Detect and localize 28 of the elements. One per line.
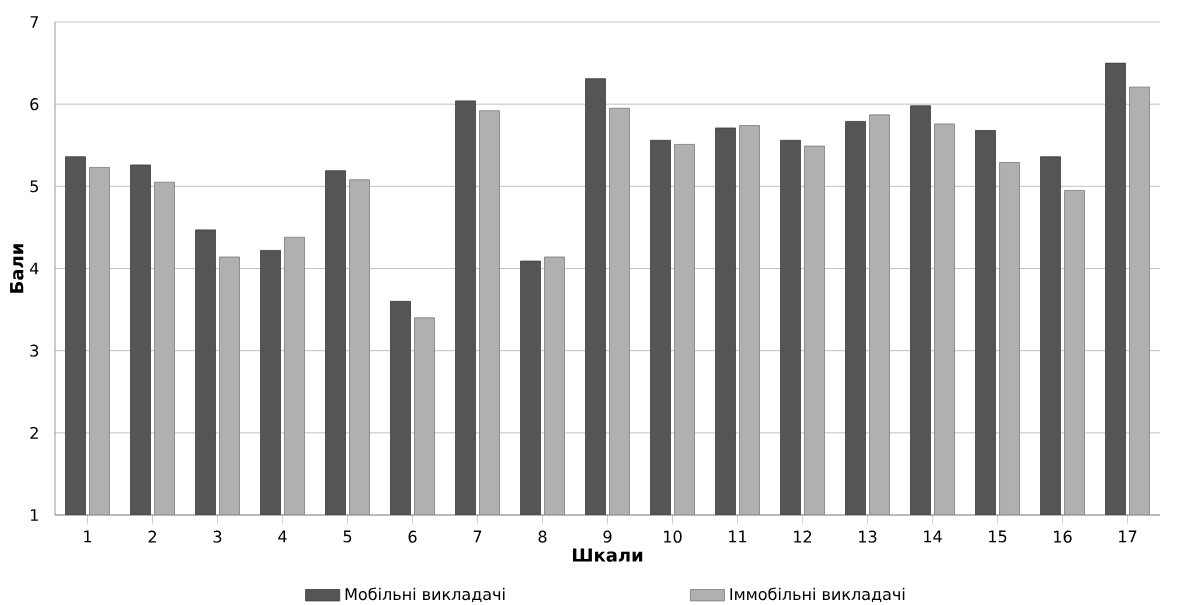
x-tick-label: 4 <box>278 530 287 543</box>
x-tick-label: 17 <box>1119 530 1137 543</box>
y-tick-label: 1 <box>30 509 38 521</box>
x-axis-title: Шкали <box>572 548 643 562</box>
x-tick-label: 8 <box>538 530 547 543</box>
y-tick-label: 3 <box>30 344 39 357</box>
x-tick-label: 9 <box>603 530 612 543</box>
y-tick-label: 6 <box>30 98 39 111</box>
x-tick-label: 13 <box>859 530 877 543</box>
legend-label: Іммобільні викладачі <box>730 587 905 603</box>
y-axis-title: Бали <box>10 244 24 293</box>
x-tick-label: 2 <box>148 530 156 543</box>
x-tick-label: 10 <box>664 530 682 543</box>
y-tick-label: 4 <box>30 262 39 275</box>
x-tick-label: 5 <box>343 530 352 543</box>
x-tick-label: 1 <box>84 530 92 543</box>
x-tick-label: 12 <box>794 530 812 543</box>
x-tick-label: 11 <box>729 530 747 543</box>
y-tick-label: 5 <box>30 180 39 193</box>
x-tick-label: 14 <box>924 530 942 543</box>
y-tick-label: 7 <box>30 16 39 28</box>
x-tick-label: 6 <box>408 530 417 543</box>
x-tick-label: 15 <box>989 530 1007 543</box>
x-tick-label: 7 <box>473 530 482 543</box>
y-tick-label: 2 <box>30 426 38 439</box>
x-tick-label: 16 <box>1054 530 1072 543</box>
x-tick-label: 3 <box>213 530 222 543</box>
legend-label: Мобільні викладачі <box>345 587 505 603</box>
